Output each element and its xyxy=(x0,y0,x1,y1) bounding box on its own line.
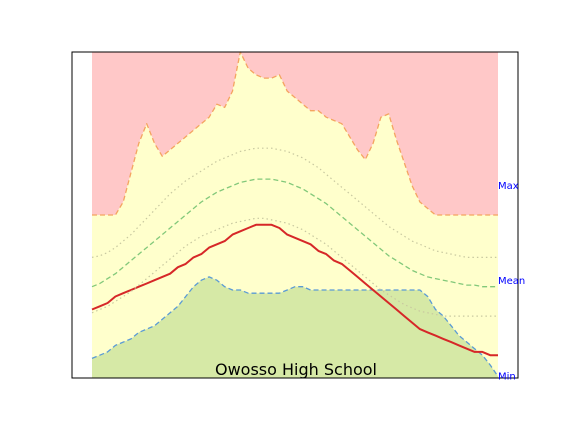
plot-frame xyxy=(71,51,519,379)
annotation-max: Max xyxy=(498,181,519,192)
series-line-5 xyxy=(91,217,498,317)
annotations: Max Mean Min xyxy=(498,181,525,383)
band-above-max xyxy=(92,52,498,215)
chart-title: Owosso High School xyxy=(215,360,377,379)
series-line-4 xyxy=(91,178,498,288)
band-max-to-min xyxy=(92,52,498,377)
series-lines xyxy=(91,51,499,377)
annotation-mean: Mean xyxy=(498,276,525,287)
annotation-min: Min xyxy=(498,372,516,383)
band-below-min xyxy=(92,276,498,378)
series-line-0 xyxy=(92,51,498,216)
series-line-2 xyxy=(91,223,498,357)
series-line-1 xyxy=(91,276,499,377)
bands xyxy=(92,52,498,378)
